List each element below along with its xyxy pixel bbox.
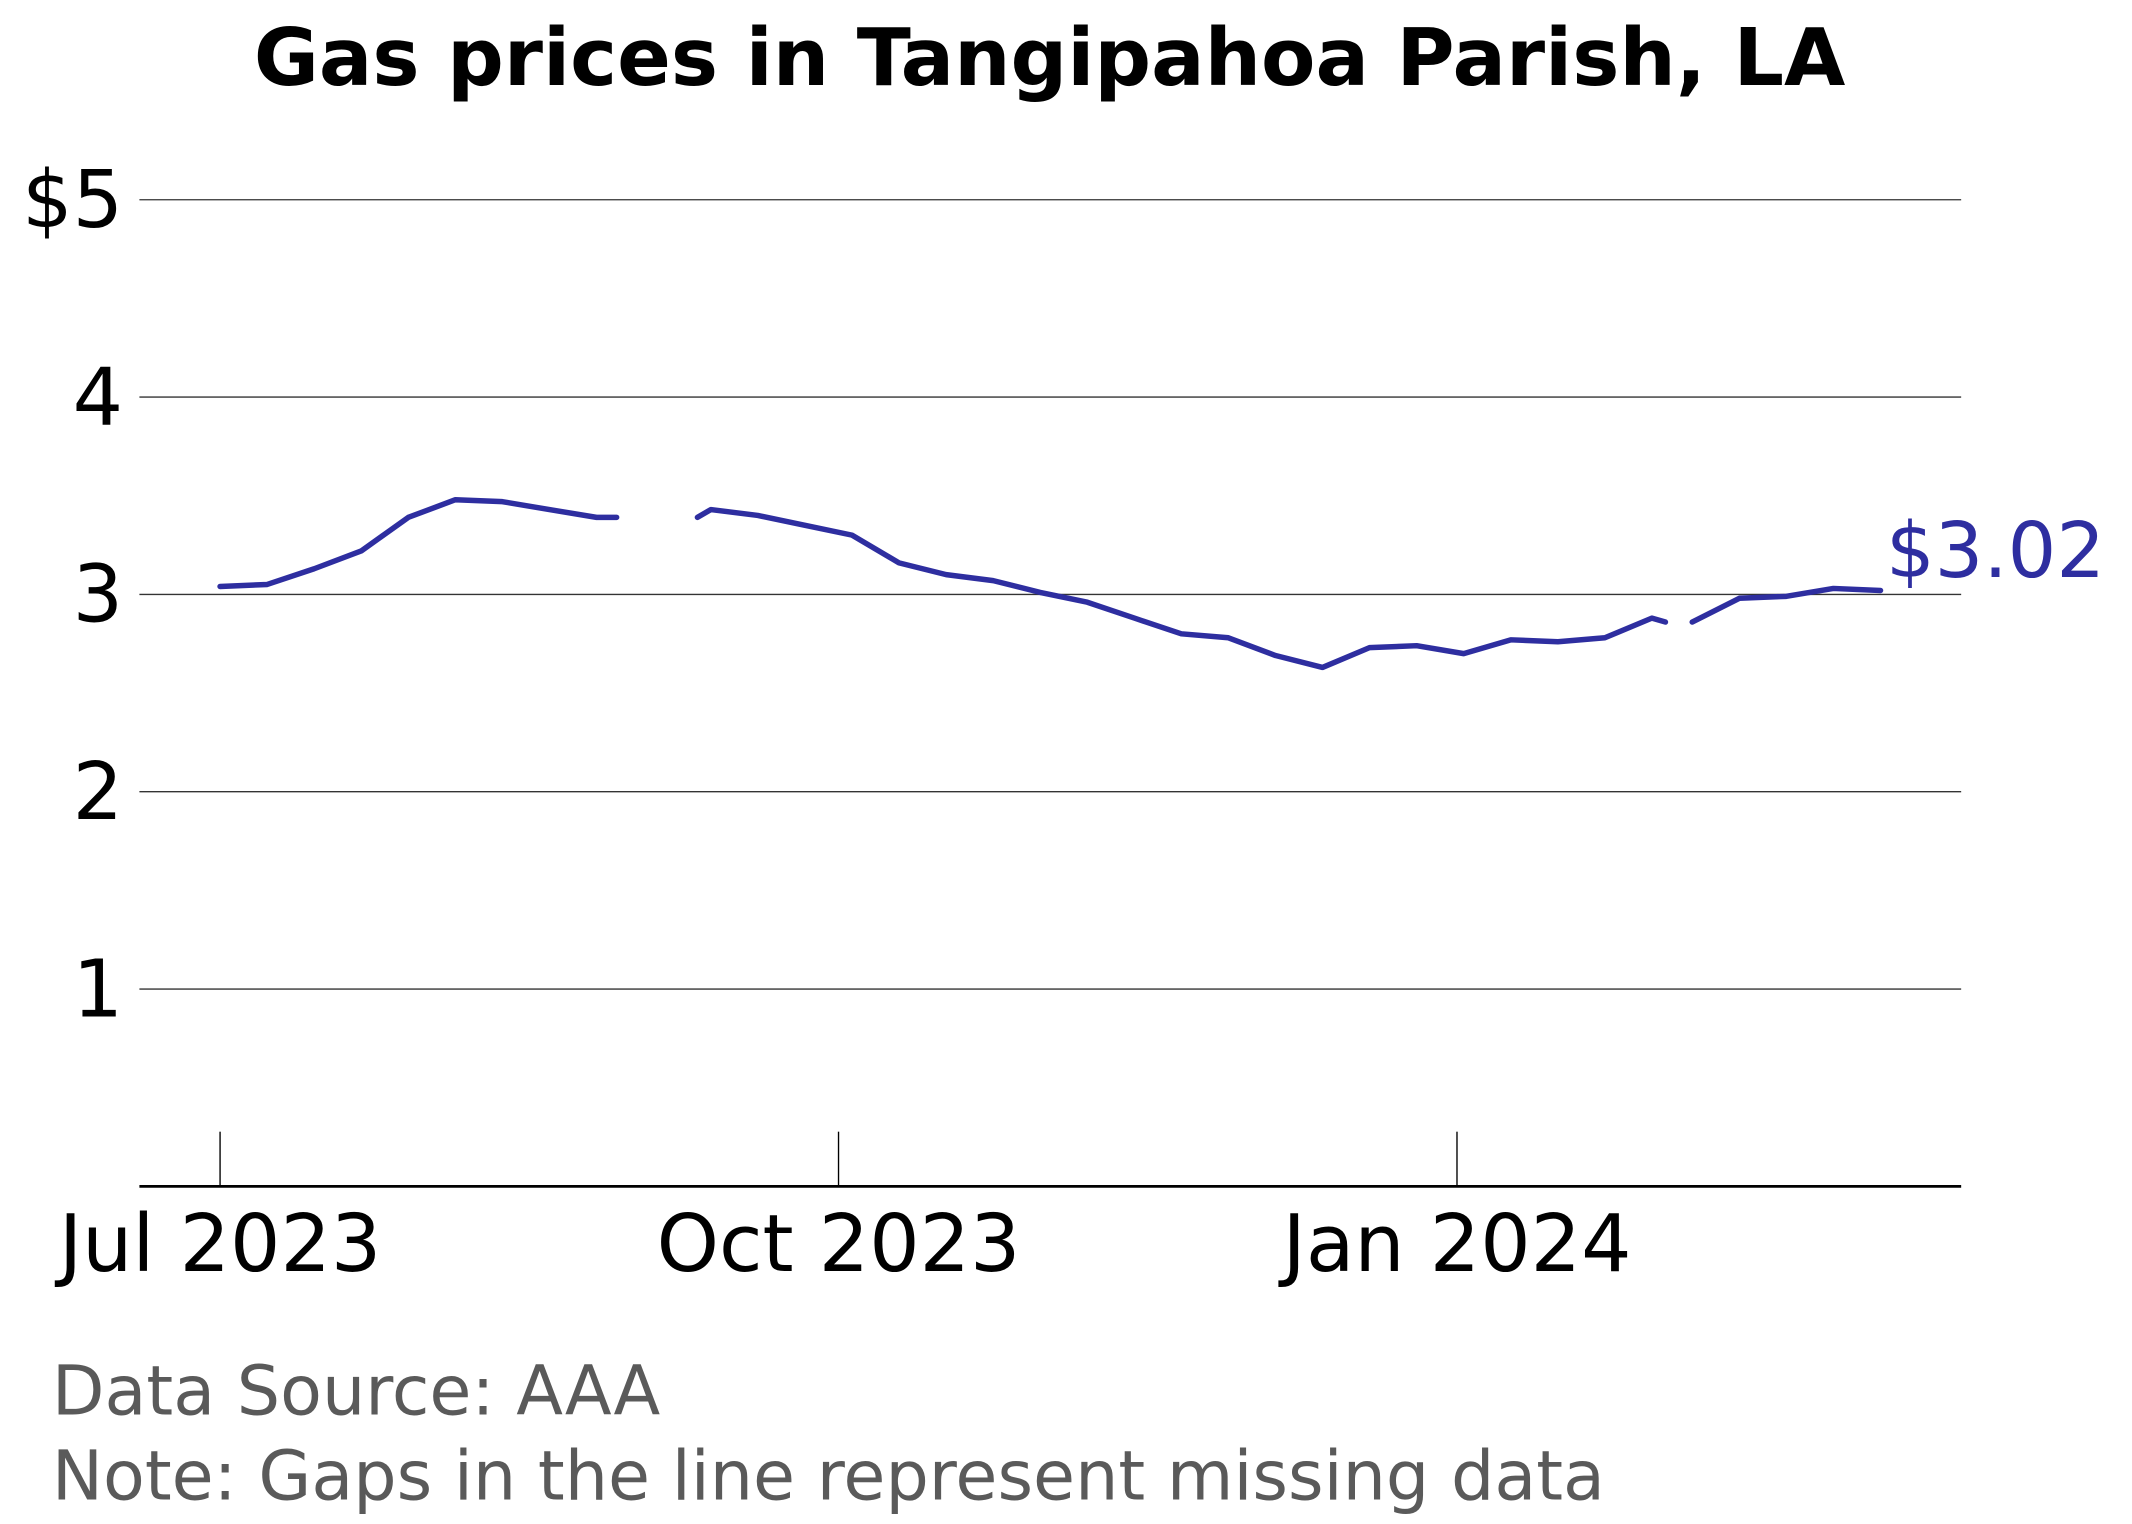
y-tick-label: 2 [73,745,123,838]
end-label: $3.02 [1886,507,2105,596]
x-tick-label: Oct 2023 [657,1197,1021,1290]
chart-title: Gas prices in Tangipahoa Parish, LA [254,11,1846,104]
source-note: Data Source: AAA [52,1353,661,1432]
y-tick-label: 1 [73,942,123,1035]
x-tick-label: Jan 2024 [1277,1197,1631,1290]
y-tick-label: $5 [22,153,123,246]
gaps-note: Note: Gaps in the line represent missing… [52,1437,1605,1516]
x-tick-label: Jul 2023 [54,1197,382,1290]
y-tick-label: 4 [73,350,123,443]
price-line [217,497,1884,671]
y-tick-label: 3 [73,548,123,641]
